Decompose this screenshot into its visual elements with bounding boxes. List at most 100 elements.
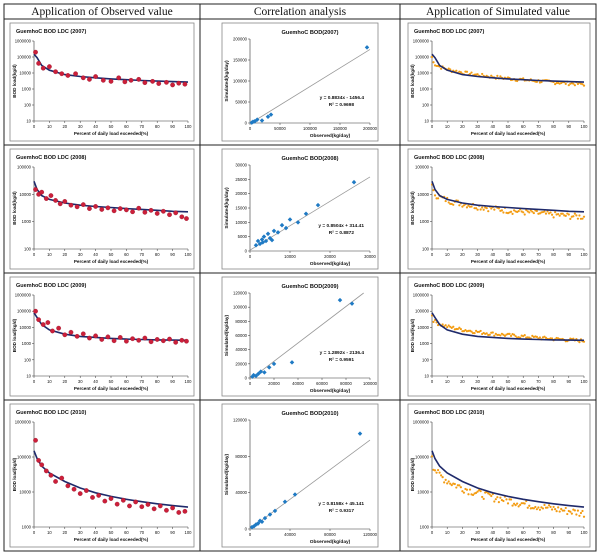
simulated-point — [532, 507, 535, 510]
y-tick-label: 10000 — [19, 71, 31, 76]
observed-point — [142, 335, 148, 341]
simulated-point — [446, 326, 449, 329]
ldc-simulated-chart: GuemhoC BOD LDC (2008)100100010000100000… — [407, 148, 591, 270]
simulated-point — [502, 499, 505, 503]
observed-point — [120, 497, 126, 503]
x-tick-label: 60 — [124, 124, 129, 129]
simulated-point — [555, 81, 558, 85]
observed-point — [93, 74, 98, 79]
observed-point — [111, 208, 117, 214]
x-tick-label: 20000 — [268, 381, 280, 386]
x-axis-label: Percent of daily load exceeded(%) — [471, 131, 546, 136]
simulated-point — [564, 214, 567, 217]
simulated-point — [470, 71, 473, 74]
x-tick-label: 0 — [33, 252, 36, 257]
observed-point — [111, 338, 117, 344]
x-tick-label: 40 — [93, 379, 98, 384]
simulated-point — [473, 332, 476, 335]
scatter-point — [262, 515, 268, 521]
observed-point — [93, 204, 98, 209]
y-tick-label: 0 — [245, 376, 248, 381]
x-tick-label: 80 — [551, 530, 556, 535]
simulated-point — [447, 324, 450, 327]
simulated-point — [547, 504, 551, 507]
simulated-point — [511, 212, 514, 216]
observed-point — [184, 216, 189, 221]
y-tick-label: 0 — [245, 249, 248, 254]
observed-point — [40, 65, 46, 71]
x-tick-label: 80 — [155, 124, 160, 129]
observed-point — [40, 322, 46, 327]
simulated-point — [516, 79, 519, 83]
simulated-point — [516, 502, 519, 505]
scatter-point — [259, 519, 265, 524]
x-tick-label: 50 — [109, 252, 114, 257]
x-axis-label: Observed(kg/day) — [310, 539, 351, 545]
x-tick-label: 40000 — [284, 532, 296, 537]
correlation-chart: GuemhoC BOD(2008) 0 5000 10000 15000 20000 250… — [221, 148, 379, 270]
simulated-point — [430, 55, 434, 59]
scatter-point — [351, 179, 357, 185]
r-squared: R² = 0.9317 — [329, 508, 355, 514]
observed-point — [156, 81, 162, 86]
x-tick-label: 10 — [47, 124, 52, 129]
simulated-point — [541, 507, 545, 510]
simulated-point — [490, 494, 493, 498]
x-tick-label: 20 — [460, 530, 465, 535]
simulated-point — [582, 515, 586, 518]
x-tick-label: 20 — [62, 530, 67, 535]
y-tick-label: 100 — [422, 357, 430, 362]
trend-equation: y = 0.8834x - 1456.4 — [320, 95, 365, 101]
x-tick-label: 20 — [62, 252, 67, 257]
x-axis-label: Observed(kg/day) — [310, 261, 351, 267]
scatter-point — [262, 370, 267, 375]
chart-frame — [407, 403, 591, 548]
y-axis-label: BOD load(kg/d) — [12, 318, 17, 352]
ldc-curve — [431, 181, 585, 213]
simulated-point — [449, 68, 452, 71]
y-tick-label: 120000 — [233, 291, 248, 296]
simulated-point — [493, 208, 496, 211]
x-tick-label: 30 — [475, 530, 480, 535]
simulated-point — [452, 325, 455, 328]
x-tick-label: 60 — [521, 379, 526, 384]
simulated-point — [494, 498, 497, 501]
observed-point — [179, 214, 185, 220]
simulated-point — [505, 498, 508, 501]
observed-point — [164, 507, 169, 513]
simulated-point — [467, 204, 470, 207]
observed-point — [102, 498, 108, 504]
y-tick-label: 1000000 — [15, 39, 32, 44]
simulated-point — [467, 493, 470, 496]
simulated-point — [446, 482, 449, 485]
observed-point — [68, 329, 74, 335]
observed-point — [145, 502, 151, 507]
observed-point — [36, 61, 41, 66]
observed-point — [108, 496, 114, 501]
x-tick-label: 100 — [185, 252, 193, 257]
simulated-point — [511, 504, 514, 507]
scatter-point — [287, 217, 293, 222]
observed-point — [39, 189, 45, 195]
x-tick-label: 80 — [551, 124, 556, 129]
y-tick-label: 25000 — [235, 177, 247, 182]
simulated-point — [564, 506, 567, 510]
x-tick-label: 60 — [124, 379, 129, 384]
y-tick-label: 100 — [24, 357, 32, 362]
x-tick-label: 90 — [566, 124, 571, 129]
simulated-point — [435, 471, 438, 474]
y-tick-label: 1000 — [420, 525, 430, 530]
simulated-point — [481, 72, 484, 76]
observed-point — [124, 207, 129, 213]
scatter-point — [349, 301, 355, 306]
observed-point — [99, 337, 105, 342]
simulated-point — [485, 332, 488, 335]
scatter-point — [260, 240, 266, 245]
simulated-point — [479, 490, 482, 493]
y-tick-label: 0 — [245, 527, 248, 532]
x-tick-label: 0 — [431, 530, 434, 535]
y-tick-label: 0 — [245, 121, 248, 126]
simulated-point — [523, 502, 526, 505]
simulated-point — [544, 212, 548, 215]
simulated-point — [543, 210, 546, 213]
